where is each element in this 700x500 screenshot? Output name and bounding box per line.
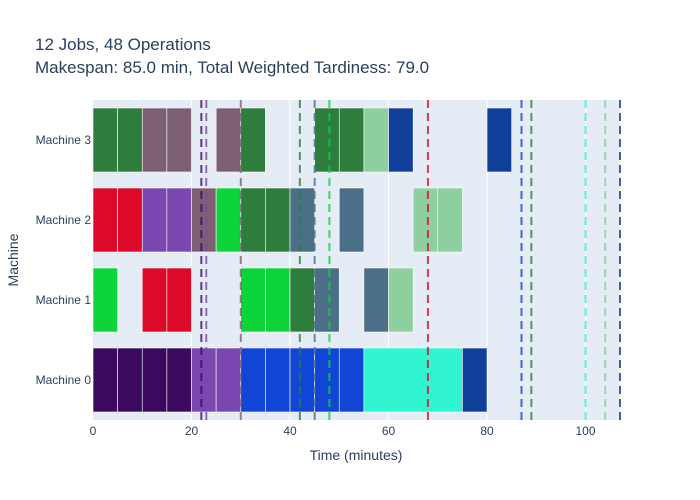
operation-bar: [141, 267, 168, 333]
x-axis-title: Time (minutes): [310, 447, 403, 463]
operation-bar: [215, 107, 242, 173]
operation-bar: [363, 107, 389, 173]
operation-bar: [338, 187, 365, 253]
operation-bar: [166, 187, 192, 253]
operation-bar: [92, 347, 118, 413]
y-axis-ticks: Machine 0 Machine 1 Machine 2 Machine 3: [36, 133, 92, 387]
operation-bars: [92, 107, 512, 413]
operation-bar: [117, 187, 143, 253]
operation-bar: [92, 107, 118, 173]
operation-bar: [240, 267, 266, 333]
operation-bar: [166, 347, 192, 413]
operation-bar: [166, 107, 192, 173]
x-tick-label: 60: [382, 424, 396, 438]
y-tick-label: Machine 1: [36, 293, 92, 307]
operation-bar: [265, 347, 291, 413]
operation-bar: [265, 267, 291, 333]
operation-bar: [240, 187, 266, 253]
operation-bar: [314, 267, 340, 333]
operation-bar: [240, 347, 266, 413]
operation-bar: [191, 347, 217, 413]
operation-bar: [191, 187, 217, 253]
operation-bar: [486, 107, 512, 173]
y-tick-label: Machine 3: [36, 133, 92, 147]
operation-bar: [388, 107, 414, 173]
operation-bar: [141, 187, 168, 253]
operation-bar: [289, 267, 315, 333]
x-axis-ticks: 0 20 40 60 80 100: [90, 424, 596, 438]
x-tick-label: 80: [480, 424, 494, 438]
operation-bar: [141, 107, 168, 173]
y-axis-title: Machine: [5, 233, 21, 286]
operation-bar: [215, 347, 242, 413]
operation-bar: [314, 347, 340, 413]
operation-bar: [265, 187, 291, 253]
chart-title-line-2: Makespan: 85.0 min, Total Weighted Tardi…: [35, 58, 429, 77]
y-tick-label: Machine 0: [36, 373, 92, 387]
operation-bar: [338, 347, 365, 413]
operation-bar: [240, 107, 266, 173]
due-date-lines: [200, 100, 621, 420]
operation-bar: [289, 347, 315, 413]
operation-bar: [412, 187, 439, 253]
x-tick-label: 40: [283, 424, 297, 438]
operation-bar: [289, 187, 315, 253]
operation-bar: [363, 347, 463, 413]
operation-bar: [117, 347, 143, 413]
operation-bar: [215, 187, 242, 253]
operation-bar: [166, 267, 192, 333]
operation-bar: [117, 107, 143, 173]
operation-bar: [92, 187, 118, 253]
y-tick-label: Machine 2: [36, 213, 92, 227]
operation-bar: [437, 187, 463, 253]
operation-bar: [314, 107, 340, 173]
operation-bar: [462, 347, 488, 413]
x-tick-label: 0: [90, 424, 97, 438]
operation-bar: [363, 267, 389, 333]
chart-title-line-1: 12 Jobs, 48 Operations: [35, 35, 211, 54]
x-tick-label: 100: [576, 424, 596, 438]
operation-bar: [92, 267, 118, 333]
x-tick-label: 20: [185, 424, 199, 438]
operation-bar: [388, 267, 414, 333]
operation-bar: [338, 107, 365, 173]
operation-bar: [141, 347, 168, 413]
